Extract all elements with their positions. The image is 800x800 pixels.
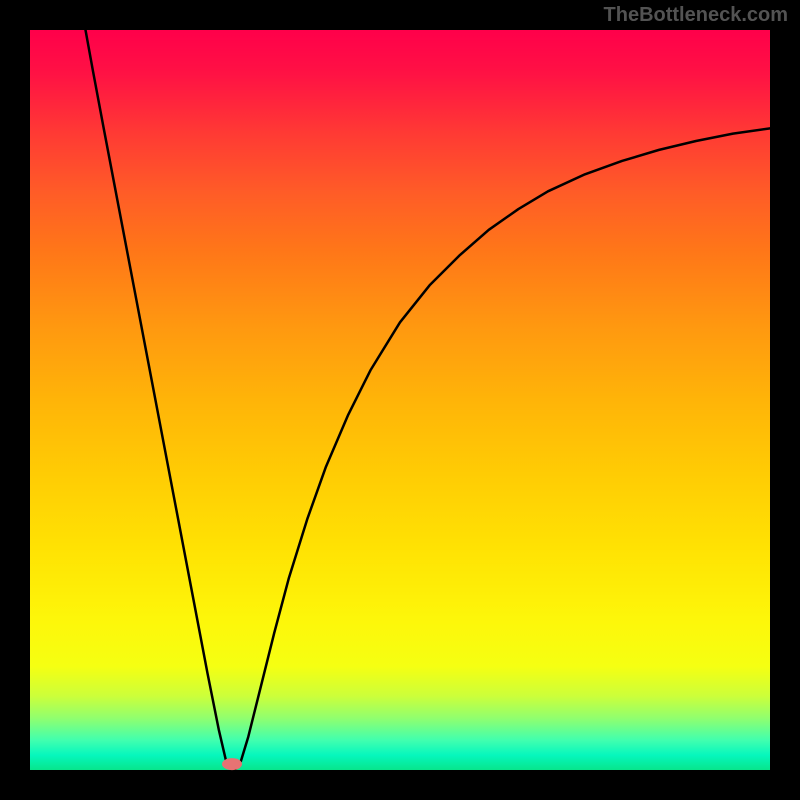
chart-container: TheBottleneck.com	[0, 0, 800, 800]
bottleneck-chart	[0, 0, 800, 800]
plot-background	[30, 30, 770, 770]
watermark-text: TheBottleneck.com	[604, 4, 788, 27]
minimum-marker	[222, 758, 242, 770]
